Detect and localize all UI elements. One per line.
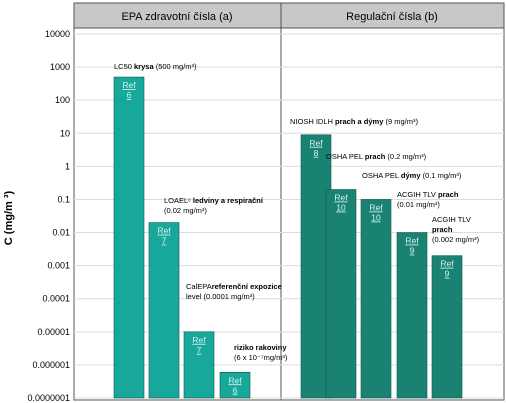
y-tick-label: 0.1: [57, 194, 70, 204]
bar-ref-label[interactable]: Ref: [334, 192, 348, 202]
bar-ref-label[interactable]: 9: [445, 269, 450, 279]
section-title-epa: EPA zdravotní čísla (a): [121, 11, 232, 23]
bar-ref-label[interactable]: Ref: [440, 259, 454, 269]
bar-ref-label[interactable]: Ref: [369, 202, 383, 212]
y-tick-label: 10: [60, 128, 70, 138]
bar-ref-label[interactable]: Ref: [192, 335, 206, 345]
bar-annotation: (0.01 mg/m³): [397, 200, 440, 209]
bar-ref-label[interactable]: Ref: [309, 138, 323, 148]
y-tick-label: 0.0001: [42, 294, 70, 304]
y-tick-label: 1000: [50, 62, 70, 72]
bar-annotation: (0.02 mg/m³): [164, 206, 207, 215]
bar-ref-label[interactable]: 10: [371, 212, 381, 222]
bar: [113, 76, 145, 399]
y-tick-label: 0.01: [52, 228, 70, 238]
y-tick-label: 0.001: [47, 261, 70, 271]
bar-ref-label[interactable]: 6: [233, 385, 238, 395]
bar-ref-label[interactable]: Ref: [228, 375, 242, 385]
y-axis-ticks: 10000 1000 100 10 1 0.1 0.01 0.001 0.0001 0.00001…: [27, 29, 70, 403]
bar-annotation: LOAELᶜ ledviny a respirační: [164, 196, 264, 205]
bar-annotation: OSHA PEL prach (0.2 mg/m³): [326, 152, 427, 161]
bar: [148, 222, 180, 399]
y-tick-label: 0.000001: [32, 360, 70, 370]
bar-ref-label[interactable]: 7: [162, 236, 167, 246]
bar-ref-label[interactable]: 10: [336, 202, 346, 212]
bar-annotation: NIOSH IDLH prach a dýmy (9 mg/m³): [290, 117, 418, 126]
bar-ref-label[interactable]: Ref: [405, 236, 419, 246]
bar-annotation: ACGIH TLV prach: [397, 190, 459, 199]
bar-ref-label[interactable]: 8: [314, 148, 319, 158]
bar: [325, 189, 357, 399]
section-title-regulatory: Regulační čísla (b): [346, 11, 438, 23]
y-tick-label: 1: [65, 161, 70, 171]
bar-ref-label[interactable]: 7: [197, 345, 202, 355]
bar-annotation: CalEPAreferenční expozice: [186, 282, 282, 291]
bar: [360, 199, 392, 399]
bar-ref-label[interactable]: Ref: [157, 226, 171, 236]
bar-ref-label[interactable]: 6: [127, 90, 132, 100]
bar-annotations: LC50 krysa (500 mg/m³) LOAELᶜ ledviny a r…: [114, 62, 480, 362]
bar: [396, 232, 428, 399]
bar: [183, 331, 215, 399]
bar-annotation: (0.002 mg/m³): [432, 235, 480, 244]
y-tick-label: 0.0000001: [27, 393, 70, 403]
y-tick-label: 100: [55, 95, 70, 105]
bar: [219, 371, 251, 399]
bar-ref-label[interactable]: Ref: [122, 80, 136, 90]
bar-annotation: riziko rakoviny: [234, 343, 287, 352]
bar-annotation: (6 x 10⁻⁷mg/m³): [234, 353, 288, 362]
bar-annotation: LC50 krysa (500 mg/m³): [114, 62, 197, 71]
bar-annotation: ACGIH TLV: [432, 215, 471, 224]
bar-ref-label[interactable]: 9: [410, 246, 415, 256]
bar-annotation: prach: [432, 225, 453, 234]
y-tick-label: 0.00001: [37, 327, 70, 337]
header-band: [73, 2, 505, 29]
y-tick-label: 10000: [45, 29, 70, 39]
bar: [431, 255, 463, 399]
bar-annotation: level (0.0001 mg/m³): [186, 292, 255, 301]
y-axis-label: C (mg/m ³): [3, 190, 15, 245]
bar-annotation: OSHA PEL dýmy (0.1 mg/m³): [362, 171, 462, 180]
